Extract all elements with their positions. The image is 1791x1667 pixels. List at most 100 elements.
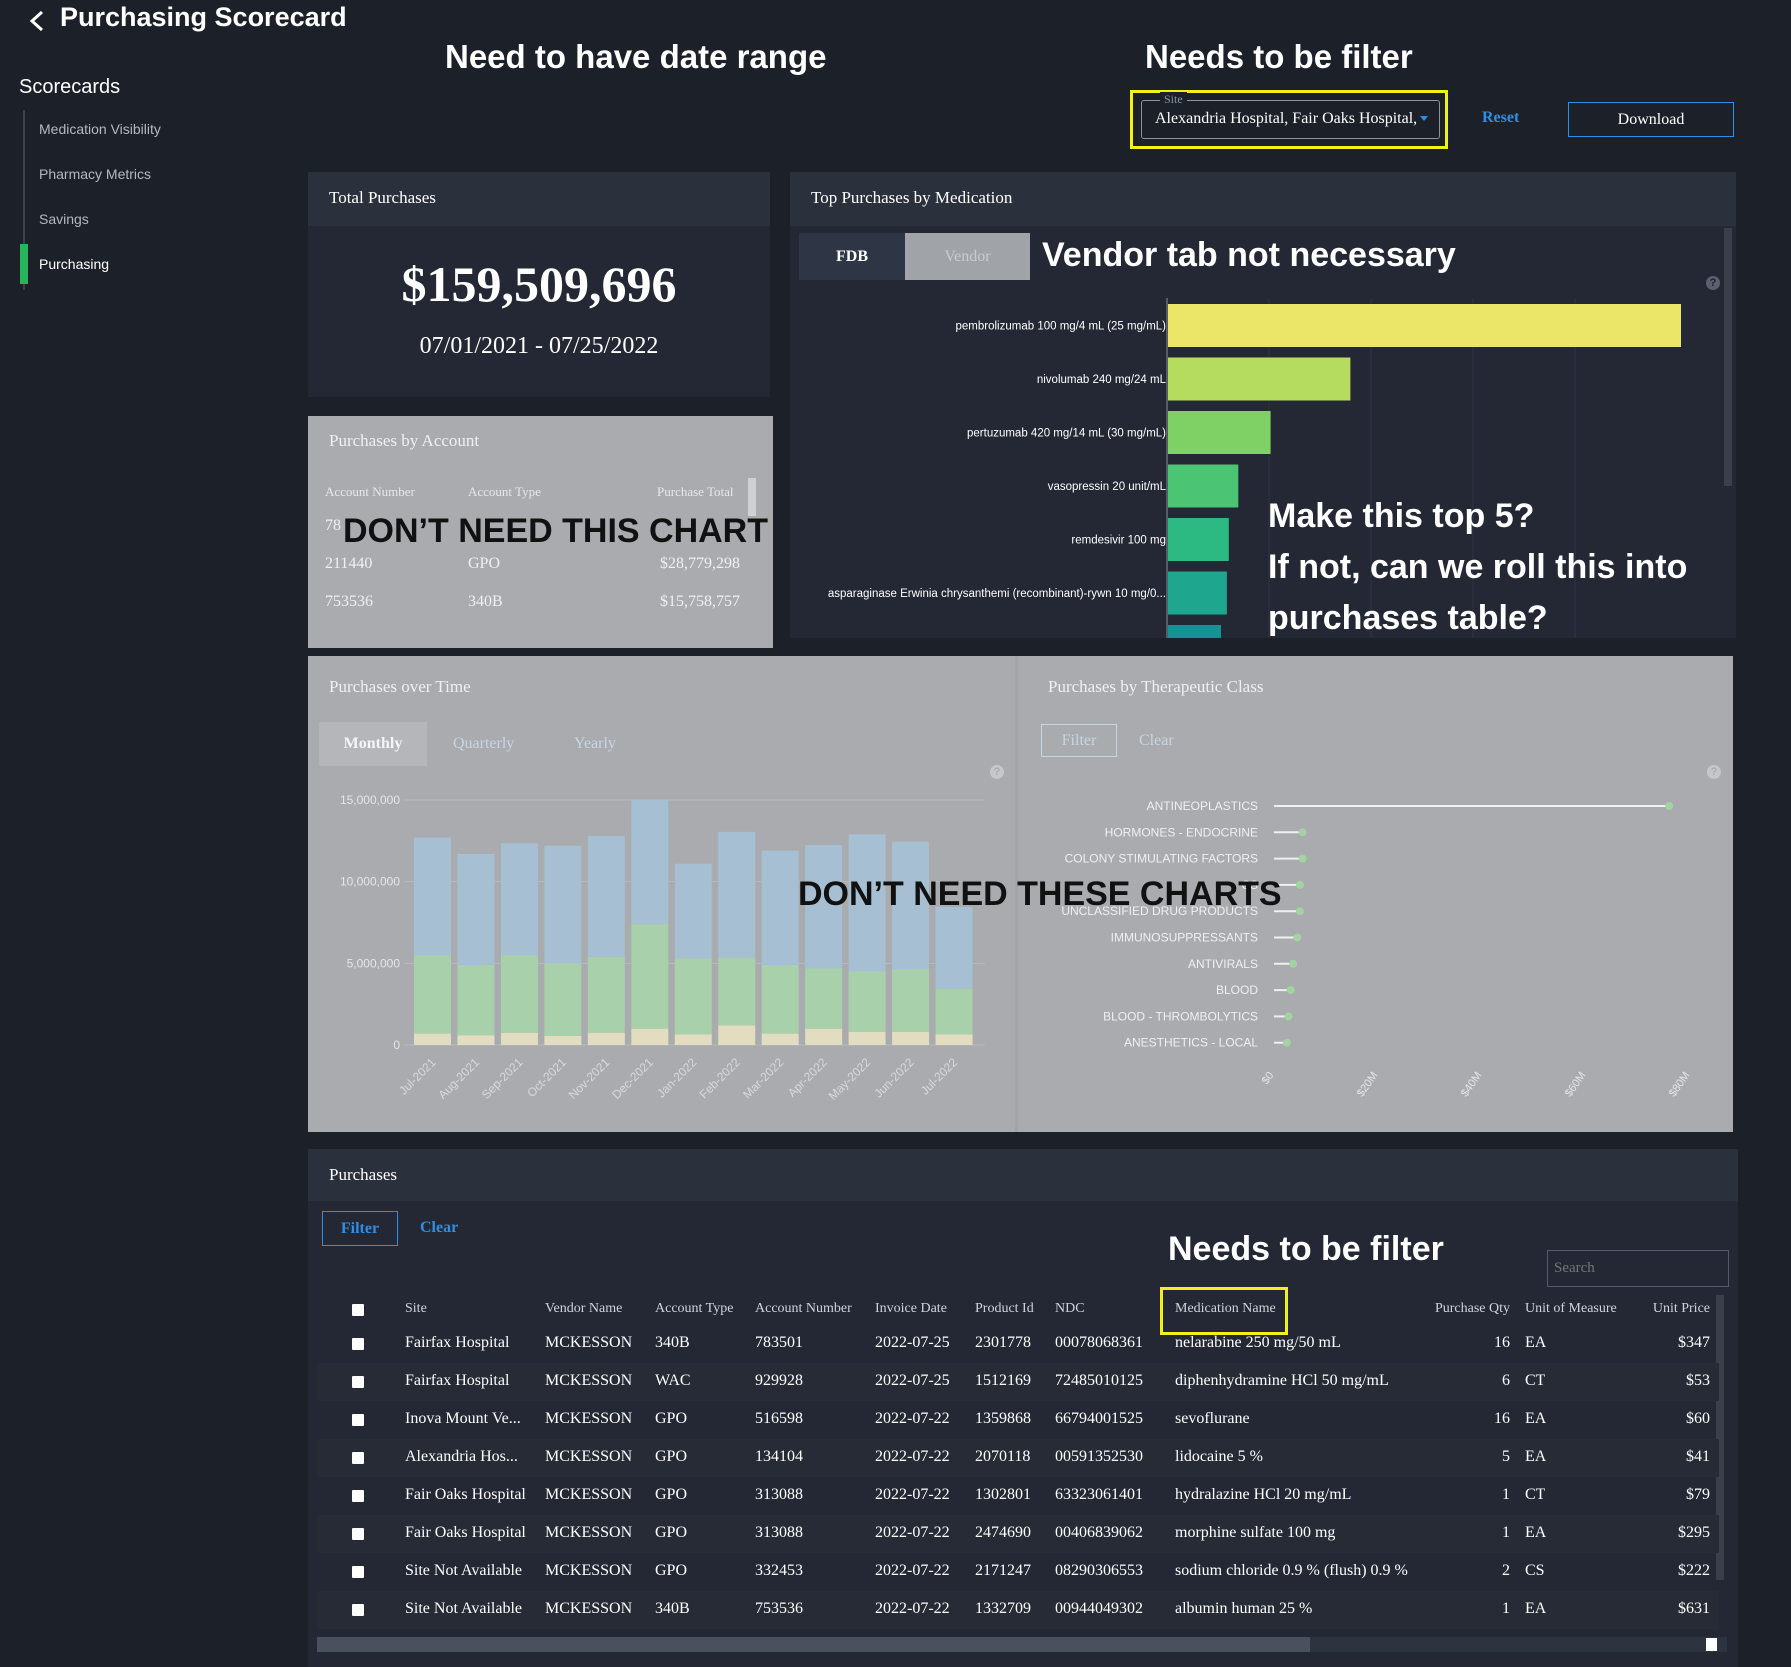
table-horizontal-scrollbar-thumb[interactable] (317, 1637, 1310, 1652)
time-bar-segment[interactable] (500, 955, 538, 1033)
row-checkbox[interactable] (352, 1490, 364, 1502)
time-bar-segment[interactable] (848, 834, 886, 972)
class-point[interactable] (1298, 854, 1307, 863)
search-input[interactable] (1547, 1250, 1729, 1287)
column-header[interactable]: Invoice Date (875, 1301, 947, 1316)
table-vertical-scrollbar[interactable] (1716, 1295, 1724, 1580)
therapeutic-clear-button[interactable]: Clear (1139, 732, 1174, 749)
class-point[interactable] (1284, 1012, 1293, 1021)
row-checkbox[interactable] (352, 1566, 364, 1578)
time-bar-segment[interactable] (457, 964, 495, 1036)
class-point[interactable] (1296, 907, 1304, 916)
column-header[interactable]: Unit Price (1652, 1301, 1710, 1316)
download-button[interactable]: Download (1568, 102, 1734, 137)
time-bar-segment[interactable] (892, 1031, 930, 1045)
time-bar-segment[interactable] (414, 837, 451, 956)
back-arrow-icon[interactable] (22, 6, 52, 36)
time-bar-segment[interactable] (892, 841, 930, 970)
time-bar-segment[interactable] (457, 853, 495, 965)
time-bar-segment[interactable] (631, 924, 669, 1029)
time-bar-segment[interactable] (544, 963, 582, 1037)
time-bar-segment[interactable] (674, 863, 712, 959)
time-bar-segment[interactable] (500, 843, 538, 956)
time-bar-segment[interactable] (544, 845, 582, 964)
time-bar-segment[interactable] (674, 958, 712, 1035)
time-bar-segment[interactable] (674, 1034, 712, 1045)
column-header[interactable]: Site (405, 1301, 427, 1316)
table-horizontal-scrollbar[interactable] (317, 1637, 1727, 1652)
time-bar-segment[interactable] (457, 1035, 495, 1045)
account-table-scrollbar[interactable] (748, 478, 756, 516)
class-point[interactable] (1283, 1038, 1291, 1047)
time-bar-segment[interactable] (718, 1025, 756, 1045)
medication-bar[interactable] (1168, 357, 1351, 401)
tab-vendor[interactable]: Vendor (905, 233, 1030, 280)
class-point[interactable] (1665, 802, 1674, 810)
medication-bar[interactable] (1168, 625, 1221, 638)
column-header[interactable]: Unit of Measure (1525, 1301, 1617, 1316)
medication-chart-scrollbar[interactable] (1724, 228, 1732, 486)
time-bar-segment[interactable] (848, 1031, 886, 1045)
sidebar-item-savings[interactable]: Savings (39, 211, 89, 227)
time-bar-segment[interactable] (718, 957, 756, 1026)
row-checkbox[interactable] (352, 1528, 364, 1540)
table-clear-button[interactable]: Clear (420, 1219, 459, 1236)
class-point[interactable] (1296, 880, 1304, 889)
time-bar-segment[interactable] (761, 850, 799, 965)
column-header[interactable]: Vendor Name (545, 1301, 623, 1316)
table-filter-button[interactable]: Filter (322, 1211, 398, 1246)
table-row[interactable] (317, 1363, 1719, 1401)
class-point[interactable] (1289, 959, 1298, 968)
time-bar-segment[interactable] (544, 1036, 582, 1045)
caret-down-icon[interactable] (1420, 116, 1428, 121)
row-checkbox[interactable] (352, 1604, 364, 1616)
scroll-corner-icon[interactable] (1706, 1638, 1717, 1651)
column-header[interactable]: NDC (1055, 1301, 1085, 1316)
column-header[interactable]: Product Id (975, 1301, 1034, 1316)
site-select[interactable] (1141, 100, 1440, 139)
therapeutic-filter-button[interactable]: Filter (1041, 724, 1117, 757)
help-icon[interactable]: ? (1707, 765, 1721, 779)
time-bar-segment[interactable] (935, 1034, 973, 1045)
time-bar-segment[interactable] (805, 1028, 843, 1045)
row-checkbox[interactable] (352, 1414, 364, 1426)
time-bar-segment[interactable] (935, 906, 973, 989)
time-bar-segment[interactable] (892, 969, 930, 1032)
medication-bar[interactable] (1168, 571, 1227, 615)
time-bar-segment[interactable] (848, 971, 886, 1032)
time-bar-segment[interactable] (587, 956, 625, 1033)
class-point[interactable] (1298, 828, 1307, 837)
medication-bar[interactable] (1168, 304, 1681, 347)
tab-yearly[interactable]: Yearly (574, 735, 616, 752)
column-header[interactable]: Account Type (655, 1301, 734, 1316)
row-checkbox[interactable] (352, 1376, 364, 1388)
sidebar-item-pharmacy-metrics[interactable]: Pharmacy Metrics (39, 166, 152, 182)
reset-button[interactable]: Reset (1482, 109, 1520, 126)
time-bar-segment[interactable] (587, 1032, 625, 1045)
time-bar-segment[interactable] (718, 831, 756, 958)
medication-bar[interactable] (1168, 411, 1271, 454)
medication-bar[interactable] (1168, 464, 1239, 508)
time-bar-segment[interactable] (805, 968, 843, 1029)
time-bar-segment[interactable] (805, 844, 843, 969)
help-icon[interactable]: ? (990, 765, 1004, 779)
row-checkbox[interactable] (352, 1452, 364, 1464)
tab-monthly[interactable]: Monthly (319, 722, 427, 766)
tab-fdb[interactable]: FDB (799, 233, 905, 280)
table-row[interactable] (317, 1439, 1719, 1477)
sidebar-item-purchasing[interactable]: Purchasing (39, 256, 110, 272)
time-bar-segment[interactable] (631, 800, 669, 925)
column-header[interactable]: Account Number (755, 1301, 852, 1316)
select-all-checkbox[interactable] (352, 1304, 364, 1316)
time-bar-segment[interactable] (935, 988, 973, 1035)
class-point[interactable] (1286, 986, 1295, 995)
time-bar-segment[interactable] (414, 955, 451, 1034)
time-bar-segment[interactable] (631, 1028, 669, 1045)
sidebar-item-medication-visibility[interactable]: Medication Visibility (39, 121, 161, 137)
time-bar-segment[interactable] (587, 835, 625, 957)
help-icon[interactable]: ? (1706, 276, 1720, 290)
time-bar-segment[interactable] (761, 1033, 799, 1045)
time-bar-segment[interactable] (414, 1033, 451, 1045)
column-header[interactable]: Medication Name (1175, 1301, 1276, 1316)
medication-bar[interactable] (1168, 518, 1229, 561)
